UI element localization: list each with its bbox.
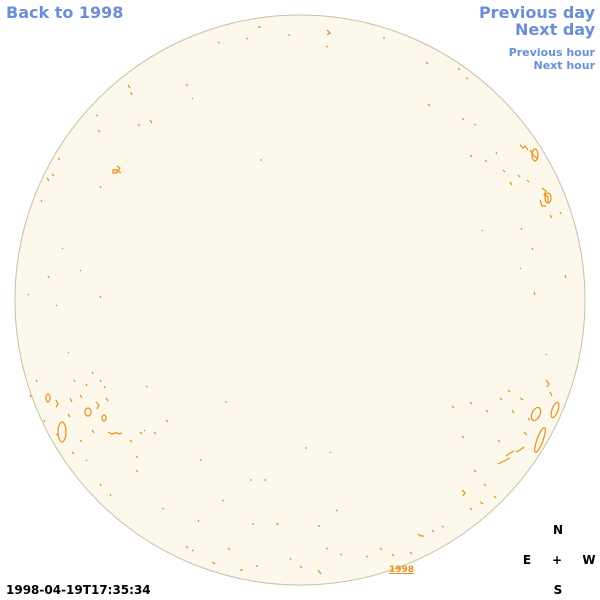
feature-contour <box>27 185 102 307</box>
feature-contour <box>112 169 118 174</box>
compass-south: S <box>553 583 563 597</box>
feature-contour <box>530 406 542 422</box>
feature-contour <box>43 351 146 497</box>
feature-contour <box>451 389 511 443</box>
compass-east: E <box>522 553 532 567</box>
feature-contour <box>185 519 279 565</box>
feature-contour <box>185 26 290 100</box>
feature-contour <box>55 394 109 410</box>
next-day-link[interactable]: Next day <box>515 20 595 39</box>
previous-hour-link[interactable]: Previous hour <box>508 46 595 59</box>
feature-contour <box>469 151 530 186</box>
feature-contour <box>534 427 546 453</box>
feature-contour <box>365 525 445 558</box>
feature-contour <box>539 187 549 207</box>
feature-contour <box>497 446 525 465</box>
feature-contour <box>67 413 123 455</box>
back-to-year-link[interactable]: Back to 1998 <box>6 3 124 22</box>
feature-contour <box>101 414 107 422</box>
feature-contour <box>129 385 169 473</box>
previous-day-link[interactable]: Previous day <box>478 3 595 22</box>
feature-contour <box>544 192 552 204</box>
feature-contour <box>520 211 567 296</box>
feature-contour <box>40 114 101 203</box>
next-hour-link[interactable]: Next hour <box>533 59 596 72</box>
year-link[interactable]: 1998 <box>389 565 415 575</box>
observation-timestamp: 1998-04-19T17:35:34 <box>6 583 151 597</box>
compass-west: W <box>582 553 596 567</box>
feature-contour <box>425 61 477 126</box>
feature-contour <box>116 165 122 174</box>
feature-contour <box>325 29 385 48</box>
feature-contour <box>57 421 67 443</box>
feature-contour <box>225 159 548 454</box>
compass-north: N <box>552 523 564 537</box>
feature-contour <box>461 469 497 511</box>
feature-contour <box>127 84 153 127</box>
solar-disk <box>14 14 586 586</box>
feature-contour <box>84 407 92 417</box>
feature-contour <box>161 459 339 527</box>
feature-contour <box>519 144 539 160</box>
feature-contour <box>240 547 343 575</box>
feature-contour <box>45 393 51 403</box>
compass-center: + <box>551 553 563 567</box>
feature-contour <box>511 379 553 436</box>
feature-contour <box>531 148 539 162</box>
feature-contour <box>29 371 106 398</box>
feature-contour <box>550 401 560 419</box>
magnetic-features <box>27 26 567 575</box>
